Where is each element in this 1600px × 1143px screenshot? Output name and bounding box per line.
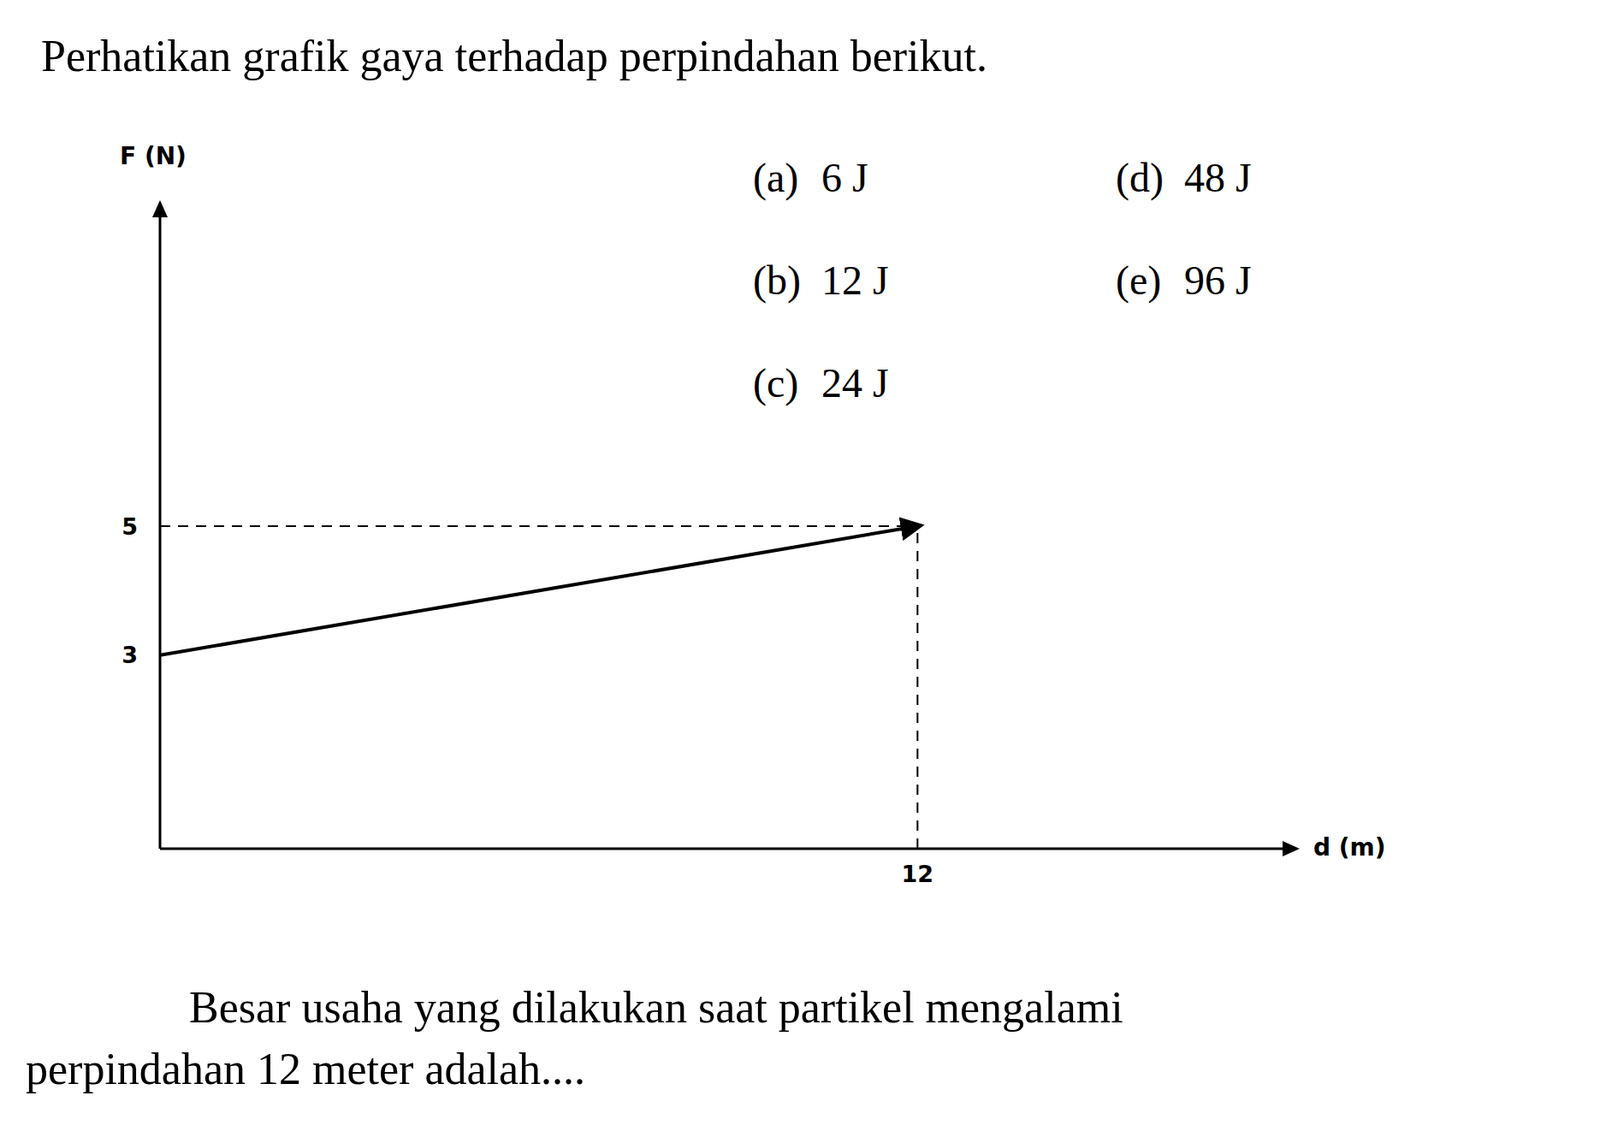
html-text:(a): (a) <box>752 154 799 201</box>
svg-text:3: 3 <box>121 641 138 669</box>
html-text:24 J: 24 J <box>821 360 889 406</box>
html-text:96 J: 96 J <box>1184 257 1252 303</box>
html-text:Perhatikan grafik gaya terhada: Perhatikan grafik gaya terhadap perpinda… <box>41 31 988 81</box>
html-text:(b): (b) <box>752 257 801 303</box>
html-text:6 J: 6 J <box>821 154 869 201</box>
svg-text:12: 12 <box>901 860 935 888</box>
html-text:(e): (e) <box>1115 257 1162 303</box>
html-text:48 J: 48 J <box>1184 154 1252 201</box>
html-text:(d): (d) <box>1115 154 1164 201</box>
html-text:12 J: 12 J <box>821 257 889 303</box>
html-text:d (m): d (m) <box>1313 833 1386 862</box>
html-text:(c): (c) <box>752 360 799 406</box>
html-text:perpindahan 12 meter adalah...: perpindahan 12 meter adalah.... <box>25 1044 586 1094</box>
html-text:F (N): F (N) <box>119 142 187 171</box>
svg-text:5: 5 <box>121 513 138 540</box>
html-text:Besar usaha yang dilakukan saa: Besar usaha yang dilakukan saat partikel… <box>189 983 1124 1032</box>
